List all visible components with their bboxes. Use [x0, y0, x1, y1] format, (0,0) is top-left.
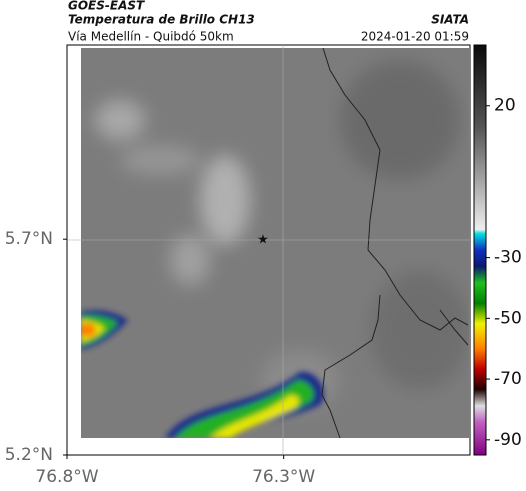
colorbar: [473, 44, 487, 456]
colorbar-tick-label: -50: [494, 308, 522, 328]
y-tick-label: 5.2°N: [5, 445, 53, 465]
x-tick-label: 76.3°W: [252, 467, 315, 487]
location-marker: ★: [257, 233, 269, 248]
y-tick-label: 5.7°N: [5, 229, 53, 249]
datetime: 2024-01-20 01:59: [361, 30, 469, 44]
satellite-image: [81, 48, 469, 438]
agency: SIATA: [431, 13, 469, 27]
borders: [321, 47, 469, 439]
route: Vía Medellín - Quibdó 50km: [68, 30, 234, 44]
source: GOES-EAST: [68, 0, 145, 13]
x-tick-label: 76.8°W: [35, 467, 98, 487]
product: Temperatura de Brillo CH13: [68, 13, 255, 27]
colorbar-tick-label: -70: [494, 369, 522, 389]
colorbar-tick-label: -30: [494, 248, 522, 268]
colorbar-tick-label: -90: [494, 430, 522, 450]
colorbar-tick-label: 20: [494, 96, 516, 116]
